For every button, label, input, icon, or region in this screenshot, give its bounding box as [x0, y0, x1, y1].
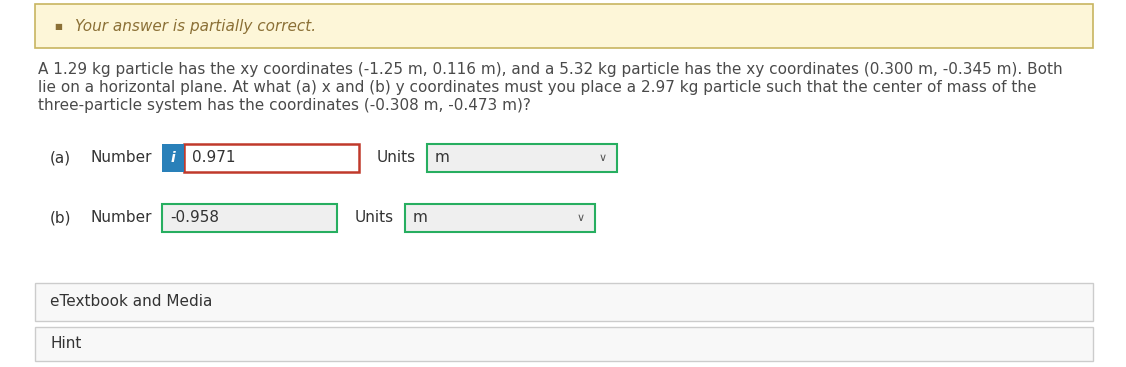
Text: A 1.29 kg particle has the xy coordinates (-1.25 m, 0.116 m), and a 5.32 kg part: A 1.29 kg particle has the xy coordinate…: [38, 62, 1063, 77]
Text: eTextbook and Media: eTextbook and Media: [50, 294, 213, 309]
Text: ∨: ∨: [599, 153, 607, 163]
Text: ■: ■: [54, 22, 62, 30]
Text: (b): (b): [50, 211, 71, 225]
Text: Number: Number: [90, 150, 152, 166]
Bar: [162, 144, 184, 172]
Bar: [35, 327, 1093, 361]
Bar: [405, 204, 595, 232]
Bar: [184, 144, 359, 172]
Text: Number: Number: [90, 211, 152, 225]
Text: -0.958: -0.958: [170, 211, 218, 225]
Text: m: m: [435, 150, 450, 166]
Text: (a): (a): [50, 150, 71, 166]
Text: lie on a horizontal plane. At what (a) x and (b) y coordinates must you place a : lie on a horizontal plane. At what (a) x…: [38, 80, 1037, 95]
Text: Units: Units: [355, 211, 394, 225]
Text: m: m: [413, 211, 428, 225]
Bar: [427, 144, 617, 172]
Text: Units: Units: [377, 150, 417, 166]
Bar: [162, 204, 337, 232]
Bar: [35, 283, 1093, 321]
Text: Your answer is partially correct.: Your answer is partially correct.: [75, 18, 316, 33]
Bar: [35, 4, 1093, 48]
Text: i: i: [171, 151, 176, 165]
Text: Hint: Hint: [50, 337, 81, 352]
Text: ∨: ∨: [577, 213, 586, 223]
Text: 0.971: 0.971: [193, 150, 235, 166]
Text: three-particle system has the coordinates (-0.308 m, -0.473 m)?: three-particle system has the coordinate…: [38, 98, 530, 113]
